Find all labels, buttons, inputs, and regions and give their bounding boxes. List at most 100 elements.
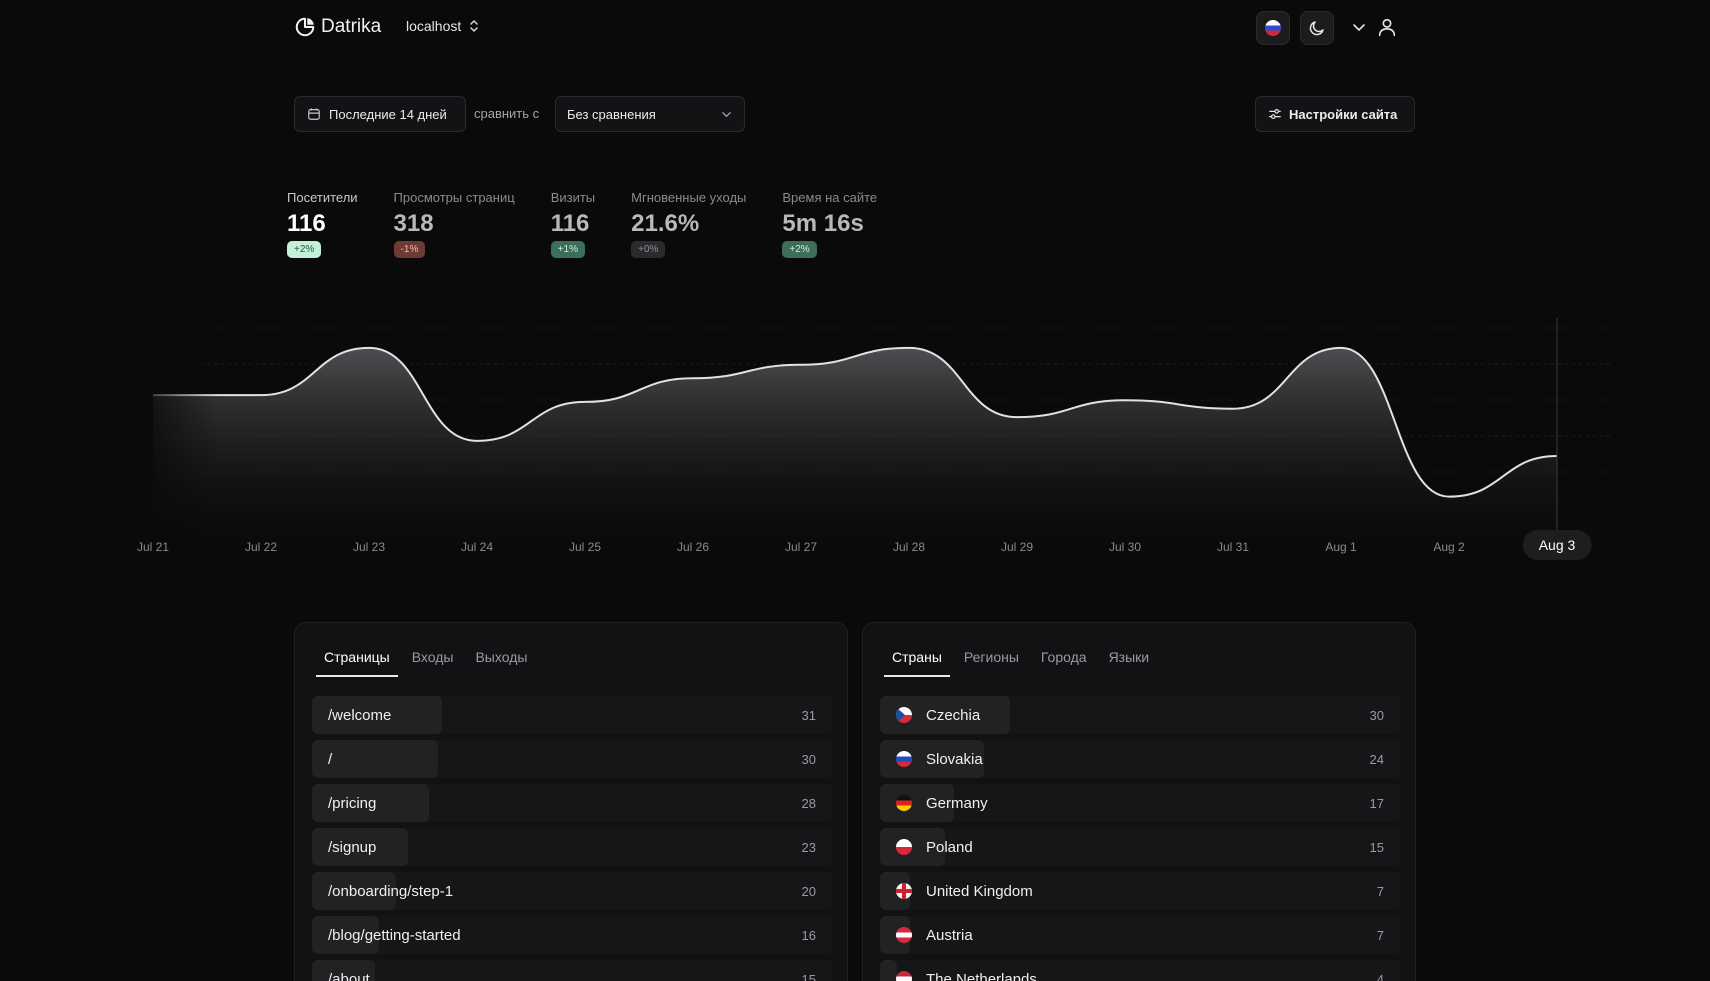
metric-value: 318 bbox=[393, 210, 434, 237]
list-item[interactable]: Czechia 30 bbox=[880, 696, 1400, 734]
flag-icon bbox=[896, 883, 912, 899]
list-item-text: Poland bbox=[926, 838, 973, 856]
list-item-bar bbox=[312, 828, 409, 866]
logo-icon bbox=[295, 17, 315, 37]
list-item-text: /onboarding/step-1 bbox=[328, 882, 454, 900]
list-item-bar bbox=[312, 872, 396, 910]
metric-value: 116 bbox=[550, 210, 590, 237]
x-tick-label[interactable]: Aug 3 bbox=[1522, 530, 1592, 560]
settings-sliders-icon bbox=[1269, 109, 1281, 119]
list-item-count: 24 bbox=[1369, 751, 1384, 767]
list-item-text: /about bbox=[328, 970, 370, 981]
top-header: Datrika localhost bbox=[0, 0, 1710, 56]
tab-entries[interactable]: Входы bbox=[411, 649, 454, 665]
list-item-bar bbox=[312, 784, 430, 822]
list-item[interactable]: The Netherlands 4 bbox=[880, 960, 1400, 981]
compare-value: Без сравнения bbox=[567, 106, 656, 122]
x-tick-label: Jul 29 bbox=[1000, 540, 1034, 554]
list-item-count: 16 bbox=[801, 927, 816, 943]
list-item-text: Czechia bbox=[926, 706, 981, 724]
user-icon bbox=[1378, 18, 1396, 37]
list-item-bar bbox=[880, 784, 954, 822]
x-tick-label: Aug 2 bbox=[1433, 540, 1465, 554]
calendar-icon bbox=[308, 108, 320, 120]
list-item-bar bbox=[312, 960, 375, 981]
tab-regions[interactable]: Регионы bbox=[963, 649, 1019, 665]
list-item-count: 4 bbox=[1376, 971, 1384, 981]
metric-change-badge: +2% bbox=[782, 241, 817, 258]
list-item-count: 7 bbox=[1376, 927, 1384, 943]
metric-pageviews[interactable]: Просмотры страниц 318 -1% bbox=[393, 190, 515, 258]
list-item-text: / bbox=[328, 750, 333, 768]
theme-toggle-button[interactable] bbox=[1300, 11, 1334, 45]
list-item-text: /pricing bbox=[328, 794, 377, 812]
x-tick-label: Jul 27 bbox=[784, 540, 818, 554]
list-item[interactable]: /blog/getting-started 16 bbox=[312, 916, 832, 954]
logo-text: Datrika bbox=[321, 16, 382, 37]
metric-visitors[interactable]: Посетители 116 +2% bbox=[287, 190, 358, 258]
metric-label: Посетители bbox=[287, 190, 358, 205]
logo[interactable]: Datrika bbox=[294, 16, 381, 38]
tab-cities[interactable]: Города bbox=[1040, 649, 1087, 665]
metric-time-on-site[interactable]: Время на сайте 5m 16s +2% bbox=[782, 190, 877, 258]
flag-icon bbox=[896, 971, 912, 981]
tab-exits[interactable]: Выходы bbox=[475, 649, 528, 665]
list-item-count: 7 bbox=[1376, 883, 1384, 899]
geo-panel: Страны Регионы Города Языки Czechia 30 Slo… bbox=[862, 622, 1416, 981]
metric-value: 21.6% bbox=[631, 210, 700, 237]
list-item-bar bbox=[312, 696, 442, 734]
visitors-area-chart[interactable] bbox=[130, 300, 1610, 560]
tab-languages[interactable]: Языки bbox=[1108, 649, 1150, 665]
list-item[interactable]: Slovakia 24 bbox=[880, 740, 1400, 778]
tab-pages[interactable]: Страницы bbox=[316, 649, 398, 677]
pages-tabs: Страницы Входы Выходы bbox=[316, 649, 541, 677]
list-item-label: Slovakia bbox=[896, 751, 983, 768]
countries-list: Czechia 30 Slovakia 24 Germany 17 Poland 15 Unit… bbox=[880, 696, 1400, 981]
metric-value: 5m 16s bbox=[782, 210, 864, 237]
list-item-label: Germany bbox=[896, 795, 988, 812]
x-tick-label: Jul 30 bbox=[1108, 540, 1142, 554]
list-item[interactable]: /welcome 31 bbox=[312, 696, 832, 734]
language-button[interactable] bbox=[1256, 11, 1290, 45]
list-item-label: /signup bbox=[328, 839, 376, 856]
list-item-label: Czechia bbox=[896, 707, 980, 724]
list-item-count: 20 bbox=[801, 883, 816, 899]
site-settings-button[interactable]: Настройки сайта bbox=[1255, 96, 1415, 132]
list-item-label: /pricing bbox=[328, 795, 376, 812]
pages-panel: Страницы Входы Выходы /welcome 31 / 30/pric… bbox=[294, 622, 848, 981]
compare-select[interactable]: Без сравнения bbox=[555, 96, 745, 132]
compare-label: сравнить с bbox=[474, 106, 540, 121]
list-item[interactable]: /signup 23 bbox=[312, 828, 832, 866]
tab-countries[interactable]: Страны bbox=[884, 649, 950, 677]
list-item-text: Austria bbox=[926, 926, 973, 944]
period-selector-button[interactable]: Последние 14 дней bbox=[294, 96, 466, 132]
list-item[interactable]: /about 15 bbox=[312, 960, 832, 981]
list-item-label: Austria bbox=[896, 927, 973, 944]
toolbar: Последние 14 дней сравнить с Без сравнен… bbox=[0, 96, 1710, 132]
list-item-text: Germany bbox=[926, 794, 988, 812]
list-item-bar bbox=[880, 960, 898, 981]
x-tick-label: Jul 31 bbox=[1216, 540, 1250, 554]
metric-visits[interactable]: Визиты 116 +1% bbox=[550, 190, 595, 258]
metrics-bar: Посетители 116 +2% Просмотры страниц 318… bbox=[287, 190, 913, 258]
flag-icon bbox=[896, 707, 912, 723]
metric-value: 116 bbox=[287, 210, 326, 237]
metric-label: Мгновенные уходы bbox=[631, 190, 747, 205]
list-item[interactable]: /onboarding/step-1 20 bbox=[312, 872, 832, 910]
list-item[interactable]: Austria 7 bbox=[880, 916, 1400, 954]
moon-icon bbox=[1309, 21, 1324, 36]
list-item-text: /signup bbox=[328, 838, 377, 856]
list-item[interactable]: United Kingdom 7 bbox=[880, 872, 1400, 910]
flag-icon bbox=[896, 795, 912, 811]
list-item[interactable]: /pricing 28 bbox=[312, 784, 832, 822]
list-item[interactable]: Germany 17 bbox=[880, 784, 1400, 822]
list-item[interactable]: Poland 15 bbox=[880, 828, 1400, 866]
x-tick-label: Aug 1 bbox=[1325, 540, 1357, 554]
list-item[interactable]: / 30 bbox=[312, 740, 832, 778]
list-item-text: United Kingdom bbox=[926, 882, 1033, 900]
flag-icon bbox=[896, 751, 912, 767]
user-menu[interactable] bbox=[1352, 16, 1398, 38]
list-item-label: / bbox=[328, 751, 332, 768]
metric-bounce-rate[interactable]: Мгновенные уходы 21.6% +0% bbox=[631, 190, 746, 258]
site-selector[interactable]: localhost bbox=[406, 18, 480, 34]
